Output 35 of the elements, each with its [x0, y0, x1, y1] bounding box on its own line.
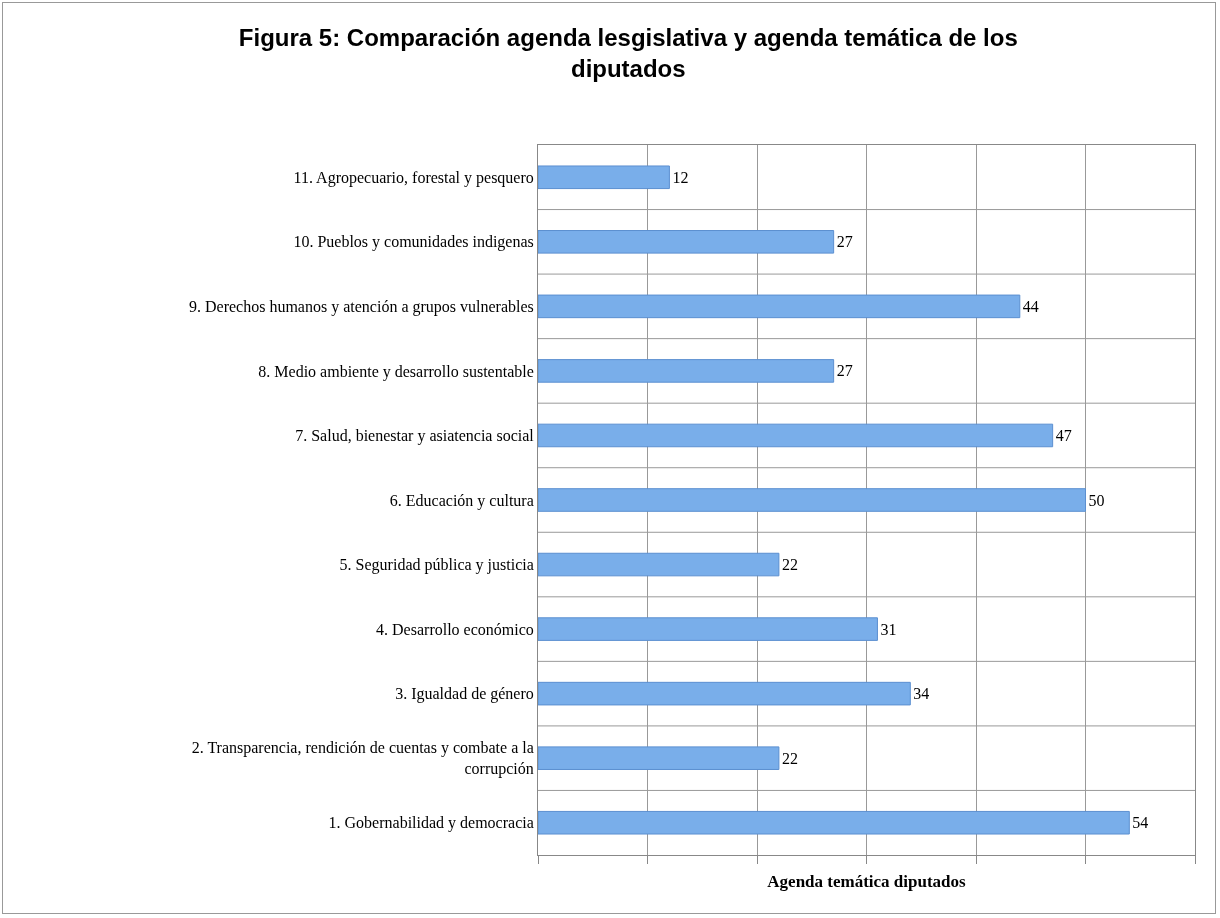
bar [538, 165, 670, 190]
y-tick-label: 7. Salud, bienestar y asiatencia social [295, 427, 535, 446]
data-label: 50 [1088, 491, 1105, 509]
bar [538, 746, 780, 770]
y-tick-label: 3. Igualdad de género [395, 685, 534, 704]
data-label: 44 [1022, 297, 1039, 315]
data-label: 22 [781, 556, 798, 574]
y-tick-label: 1. Gobernabilidad y democracia [328, 814, 534, 833]
bar [538, 230, 835, 254]
data-label: 34 [913, 685, 930, 703]
y-tick-label: 8. Medio ambiente y desarrollo sustentable [258, 362, 534, 381]
data-label: 54 [1132, 814, 1149, 832]
bar [538, 810, 1130, 835]
x-axis-title: Agenda temática diputados [767, 872, 967, 892]
y-tick-label: 6. Educación y cultura [389, 491, 534, 510]
chart-title: Figura 5: Comparación agenda lesgislativa y agenda temática de los diputados [238, 23, 1018, 83]
y-tick-label: 5. Seguridad pública y justicia [339, 556, 534, 575]
data-label: 27 [836, 362, 853, 380]
bar [538, 423, 1054, 448]
bar [538, 552, 780, 577]
data-label: 31 [880, 620, 897, 638]
y-tick-label: 11. Agropecuario, forestal y pesquero [293, 168, 534, 187]
bar [538, 294, 1021, 319]
data-label: 47 [1055, 426, 1072, 444]
y-tick-label: 10. Pueblos y comunidades indigenas [293, 233, 534, 252]
data-label: 22 [781, 749, 798, 767]
data-label: 12 [672, 168, 689, 186]
data-label: 27 [836, 233, 853, 251]
y-tick-label: 9. Derechos humanos y atención a grupos vulnerables [189, 297, 534, 316]
y-tick-label: 4. Desarrollo económico [376, 620, 534, 638]
y-tick-label: 2. Transparencia, rendición de cuentas y combate a la corrupción [191, 739, 534, 779]
bar [538, 617, 878, 641]
bar [538, 359, 835, 383]
bar [538, 681, 911, 706]
bar [538, 488, 1086, 512]
